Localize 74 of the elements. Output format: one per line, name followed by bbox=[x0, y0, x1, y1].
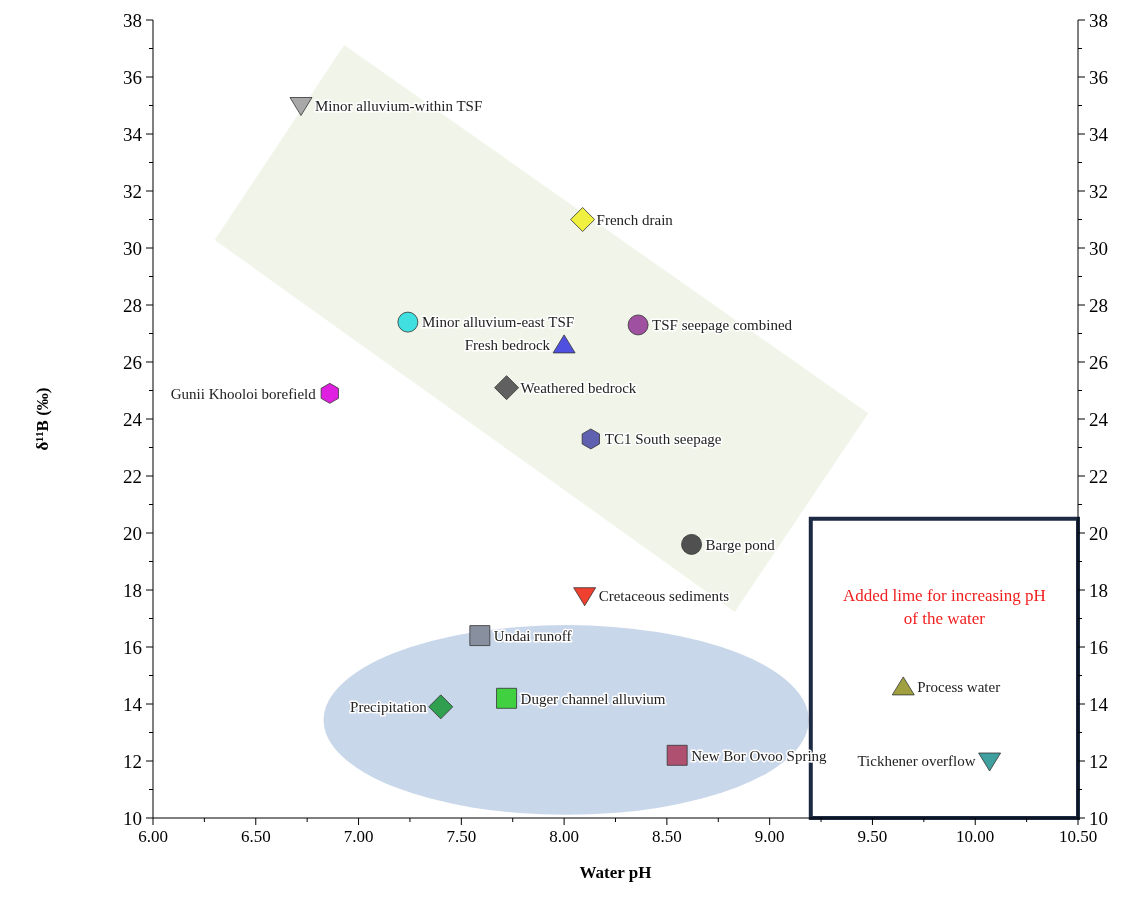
point bbox=[320, 382, 339, 404]
y-tick-label: 32 bbox=[123, 180, 142, 202]
x-tick-label: 6.50 bbox=[240, 827, 271, 846]
y2-tick-label: 30 bbox=[1089, 237, 1108, 259]
y2-tick-label: 14 bbox=[1089, 693, 1109, 715]
x-tick-label: 7.00 bbox=[343, 827, 374, 846]
point bbox=[469, 625, 491, 646]
point bbox=[891, 676, 915, 696]
series-label: Minor alluvium-within TSF bbox=[315, 97, 483, 114]
y-tick-label: 26 bbox=[123, 351, 142, 373]
x-tick-label: 7.50 bbox=[446, 827, 477, 846]
series-label: TSF seepage combined bbox=[652, 317, 793, 334]
point bbox=[666, 744, 688, 766]
y2-tick-label: 22 bbox=[1089, 465, 1108, 487]
x-axis-title: Water pH bbox=[579, 863, 652, 882]
y-axis-title: δ¹¹B (‰) bbox=[33, 387, 52, 451]
point bbox=[494, 375, 519, 401]
y-tick-label: 28 bbox=[123, 294, 142, 316]
point bbox=[573, 587, 597, 607]
series-label: Gunii Khooloi borefield bbox=[170, 385, 317, 402]
y-tick-label: 12 bbox=[123, 750, 142, 772]
x-tick-label: 6.00 bbox=[138, 827, 168, 846]
y-tick-label: 20 bbox=[123, 522, 142, 544]
y-tick-label: 24 bbox=[123, 408, 143, 430]
y2-tick-label: 10 bbox=[1089, 807, 1108, 829]
series-label: Duger channel alluvium bbox=[520, 690, 666, 707]
y2-tick-label: 32 bbox=[1089, 180, 1108, 202]
y-tick-label: 34 bbox=[123, 123, 143, 145]
series-label: Fresh bedrock bbox=[464, 337, 551, 354]
x-tick-label: 9.00 bbox=[754, 827, 785, 846]
point bbox=[496, 687, 517, 709]
point bbox=[428, 694, 454, 720]
series-label: Undai runoff bbox=[493, 627, 572, 644]
y-tick-label: 16 bbox=[123, 636, 142, 658]
y-tick-label: 10 bbox=[123, 807, 142, 829]
x-tick-label: 10.50 bbox=[1058, 827, 1098, 846]
point bbox=[570, 207, 596, 232]
series-label: Minor alluvium-east TSF bbox=[421, 314, 575, 331]
series-label: Tickhener overflow bbox=[857, 753, 976, 770]
y2-tick-label: 36 bbox=[1089, 66, 1108, 88]
y2-tick-label: 16 bbox=[1089, 636, 1108, 658]
x-tick-label: 8.00 bbox=[549, 827, 579, 846]
point bbox=[397, 311, 419, 333]
y2-tick-label: 34 bbox=[1089, 123, 1109, 145]
y-tick-label: 18 bbox=[123, 579, 142, 601]
y-tick-label: 14 bbox=[123, 693, 143, 715]
y2-tick-label: 26 bbox=[1089, 351, 1108, 373]
series-label: Cretaceous sediments bbox=[598, 587, 730, 604]
series-label: French drain bbox=[596, 211, 674, 228]
series-label: Weathered bedrock bbox=[520, 379, 637, 396]
y2-tick-label: 24 bbox=[1089, 408, 1109, 430]
y-tick-label: 36 bbox=[123, 66, 142, 88]
y2-tick-label: 12 bbox=[1089, 750, 1108, 772]
x-tick-label: 9.50 bbox=[857, 827, 888, 846]
point bbox=[681, 534, 702, 555]
x-tick-label: 10.00 bbox=[956, 827, 995, 846]
y-tick-label: 22 bbox=[123, 465, 142, 487]
point bbox=[978, 752, 1002, 772]
x-tick-label: 8.50 bbox=[652, 827, 682, 846]
series-label: TC1 South seepage bbox=[604, 431, 722, 448]
annotation: Added lime for increasing pH of the water bbox=[842, 586, 1046, 628]
y2-tick-label: 38 bbox=[1089, 9, 1108, 31]
series-label: Precipitation bbox=[350, 699, 428, 716]
y2-tick-label: 28 bbox=[1089, 294, 1108, 316]
point bbox=[289, 97, 313, 116]
series-label: Process water bbox=[917, 679, 1001, 696]
y2-tick-label: 20 bbox=[1089, 522, 1108, 544]
y-tick-label: 30 bbox=[123, 237, 142, 259]
y-tick-label: 38 bbox=[123, 9, 142, 31]
point bbox=[552, 334, 576, 354]
point bbox=[581, 428, 600, 450]
series-label: Barge pond bbox=[705, 536, 776, 553]
y2-tick-label: 18 bbox=[1089, 579, 1108, 601]
point bbox=[627, 314, 649, 336]
